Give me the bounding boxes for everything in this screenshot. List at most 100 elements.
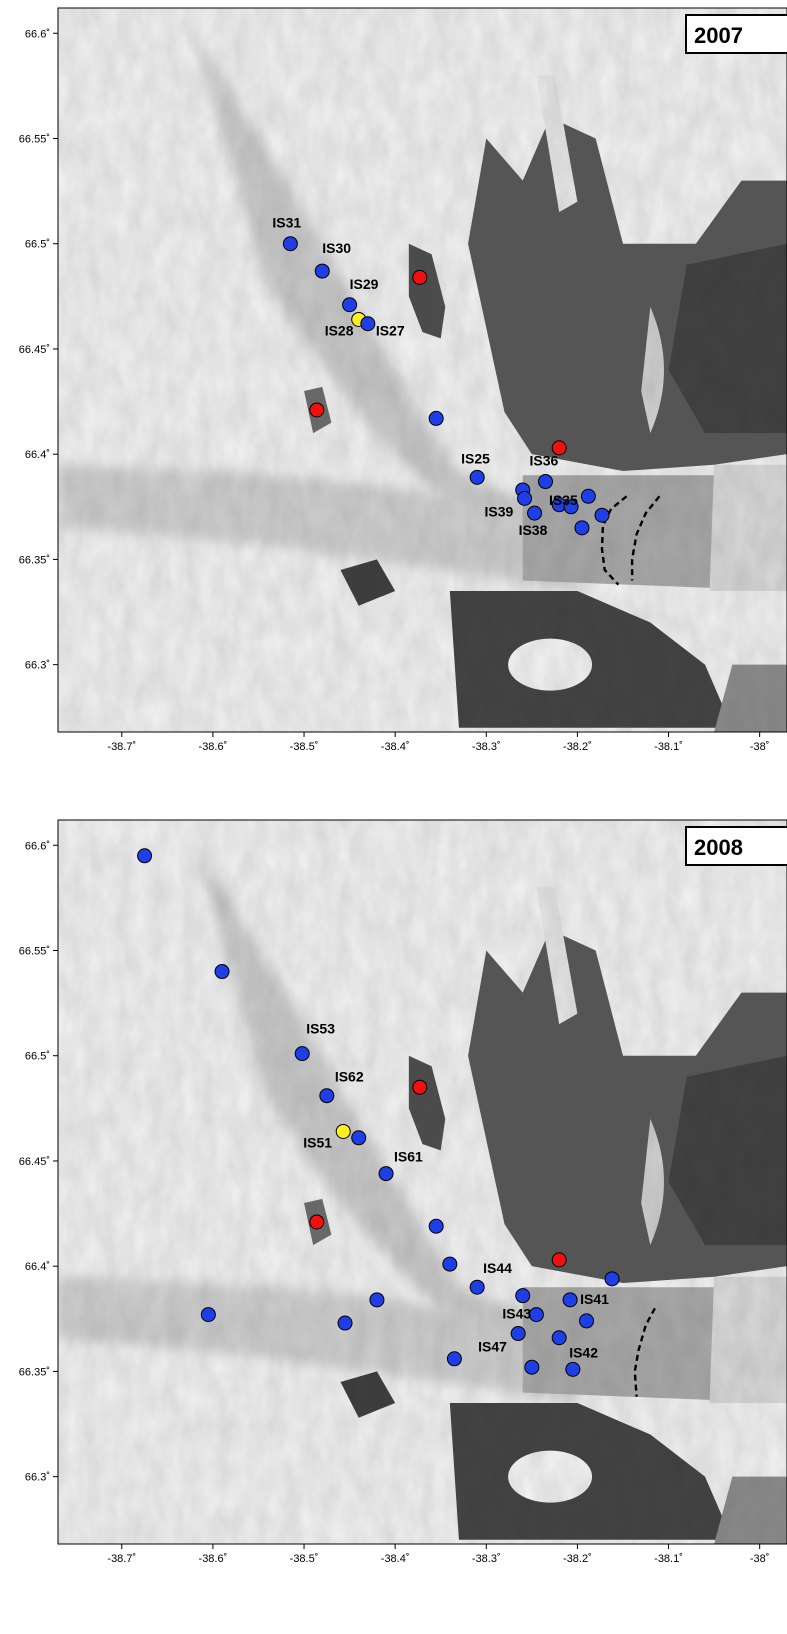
lat-tick-label: 66.4˚ [25,1261,50,1273]
lon-tick-label: -38.5˚ [290,741,319,753]
lon-tick-label: -38.6˚ [199,1553,228,1565]
site-marker-blue [314,263,330,279]
lon-tick-label: -38.2˚ [563,1553,592,1565]
map-panel-2008: -38.7˚ -38.6˚ -38.5˚ -38.4˚ -38.3˚ -38.2˚ -38.… [0,812,787,1592]
site-marker-blue [604,1271,620,1287]
lon-tick-label: -38.3˚ [472,1553,501,1565]
site-label: IS28 [325,322,354,338]
site-marker-red [412,1079,428,1095]
site-label: IS41 [580,1291,609,1307]
site-label: IS62 [335,1069,364,1085]
site-label: IS35 [549,492,578,508]
site-label: IS25 [461,450,490,466]
site-marker-blue [469,1279,485,1295]
site-marker-blue [527,505,543,521]
lat-tick-label: 66.55˚ [19,133,50,145]
site-marker-blue [565,1361,581,1377]
site-label: IS30 [322,240,351,256]
lat-tick-label: 66.35˚ [19,554,50,566]
site-marker-blue [200,1307,216,1323]
site-marker-red [551,440,567,456]
lat-tick-label: 66.5˚ [25,239,50,251]
site-marker-blue [428,410,444,426]
map-svg: -38.7˚ -38.6˚ -38.5˚ -38.4˚ -38.3˚ -38.2˚ -38.… [19,7,787,753]
site-label: IS27 [376,323,405,339]
site-marker-red [412,269,428,285]
year-box [685,826,787,866]
lon-tick-label: -38˚ [750,741,770,753]
site-marker-blue [137,848,153,864]
site-marker-yellow [335,1123,351,1139]
site-label: IS53 [306,1021,335,1037]
lat-tick-label: 66.45˚ [19,344,50,356]
lat-tick-label: 66.55˚ [19,945,50,957]
site-marker-red [309,1214,325,1230]
lon-tick-label: -38.2˚ [563,741,592,753]
site-label: IS29 [350,276,379,292]
site-marker-blue [538,474,554,490]
site-label: IS31 [272,215,301,231]
site-marker-blue [369,1292,385,1308]
site-marker-blue [214,964,230,980]
site-marker-red [309,402,325,418]
lon-tick-label: -38.1˚ [654,1553,683,1565]
lat-tick-label: 66.3˚ [25,660,50,672]
lat-tick-label: 66.4˚ [25,449,50,461]
lon-tick-label: -38.3˚ [472,741,501,753]
site-marker-blue [524,1359,540,1375]
site-marker-blue [442,1256,458,1272]
site-marker-red [551,1252,567,1268]
site-label: IS47 [478,1339,507,1355]
site-marker-blue [528,1307,544,1323]
lat-tick-label: 66.3˚ [25,1472,50,1484]
year-label: 2007 [694,23,743,48]
site-marker-blue [563,499,579,515]
lon-tick-label: -38.7˚ [107,1553,136,1565]
lat-tick-label: 66.6˚ [25,28,50,40]
site-label: IS42 [569,1345,598,1361]
lon-tick-label: -38.4˚ [381,741,410,753]
site-marker-blue [510,1326,526,1342]
site-label: IS44 [483,1260,512,1276]
site-marker-blue [428,1218,444,1234]
map-panel-2007: -38.7˚ -38.6˚ -38.5˚ -38.4˚ -38.3˚ -38.2˚ -38.… [0,0,787,780]
site-marker-blue [351,1130,367,1146]
lon-tick-label: -38.6˚ [199,741,228,753]
lon-tick-label: -38.5˚ [290,1553,319,1565]
satellite-image [58,8,787,732]
site-marker-blue [574,520,590,536]
site-label: IS36 [530,453,559,469]
lon-tick-label: -38˚ [750,1553,770,1565]
site-marker-blue [594,507,610,523]
site-label: IS61 [394,1149,423,1165]
site-marker-blue [446,1351,462,1367]
lon-tick-label: -38.7˚ [107,741,136,753]
site-marker-blue [517,490,533,506]
site-marker-blue [551,1330,567,1346]
site-marker-blue [319,1088,335,1104]
site-marker-blue [579,1313,595,1329]
lat-tick-label: 66.5˚ [25,1051,50,1063]
lon-tick-label: -38.4˚ [381,1553,410,1565]
site-label: IS39 [485,503,514,519]
calving-front-line [633,1307,656,1397]
site-marker-blue [282,236,298,252]
site-marker-blue [342,297,358,313]
site-marker-blue [378,1166,394,1182]
lat-tick-label: 66.6˚ [25,840,50,852]
map-svg: -38.7˚ -38.6˚ -38.5˚ -38.4˚ -38.3˚ -38.2˚ -38.… [19,819,787,1565]
site-label: IS43 [502,1306,531,1322]
lon-tick-label: -38.1˚ [654,741,683,753]
site-marker-blue [337,1315,353,1331]
lat-tick-label: 66.45˚ [19,1156,50,1168]
year-box [685,14,787,54]
site-marker-blue [294,1046,310,1062]
site-marker-blue [580,488,596,504]
site-label: IS51 [303,1134,332,1150]
site-marker-blue [360,316,376,332]
site-marker-blue [515,1288,531,1304]
site-marker-blue [469,469,485,485]
site-label: IS38 [519,522,548,538]
calving-front-line [600,495,628,586]
year-label: 2008 [694,835,743,860]
